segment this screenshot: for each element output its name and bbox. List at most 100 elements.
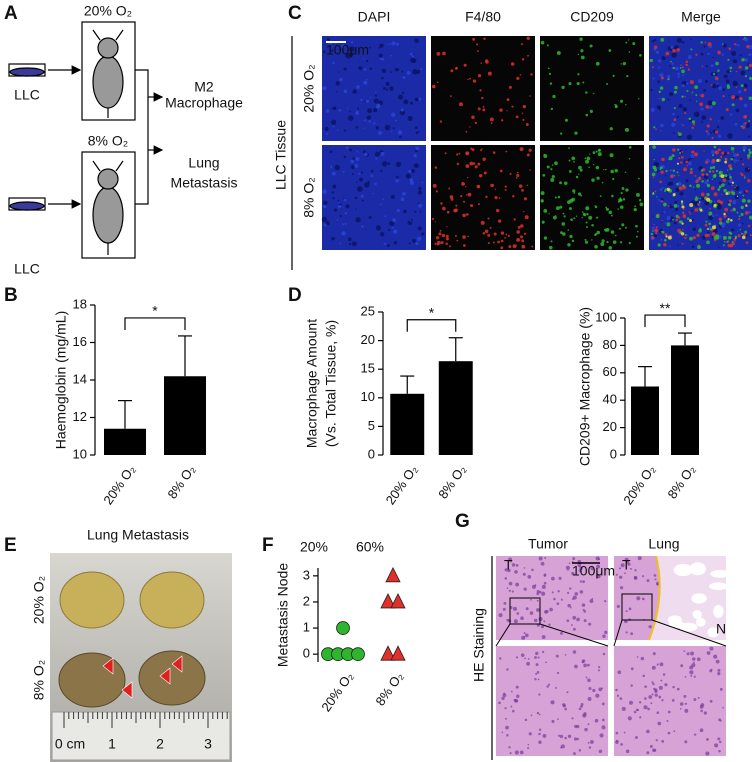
stain-dot <box>724 240 726 243</box>
stain-dot <box>567 243 571 247</box>
stain-dot <box>387 228 391 232</box>
stain-dot <box>725 79 730 84</box>
nucleus <box>598 687 603 692</box>
nucleus <box>499 657 502 660</box>
stain-dot <box>576 81 580 86</box>
stain-dot <box>597 149 601 152</box>
nucleus <box>553 597 556 601</box>
stain-dot <box>513 218 516 221</box>
nucleus <box>572 615 577 620</box>
stain-dot <box>661 200 664 203</box>
stain-dot <box>341 44 345 49</box>
stain-dot <box>698 228 702 233</box>
stain-dot <box>653 158 655 161</box>
stain-dot <box>718 172 721 175</box>
stain-dot <box>439 229 442 232</box>
nucleus <box>719 687 723 691</box>
stain-dot <box>737 234 741 238</box>
nucleus <box>511 709 515 713</box>
stain-dot <box>517 225 521 229</box>
stain-dot <box>440 202 443 205</box>
stain-dot <box>456 153 459 156</box>
stain-dot <box>605 206 608 209</box>
stain-dot <box>357 107 360 110</box>
nucleus <box>513 619 518 624</box>
stain-dot <box>366 115 372 120</box>
nodule-marker <box>171 655 183 673</box>
stain-dot <box>708 179 711 181</box>
stain-dot <box>324 126 329 131</box>
annotation: 20% <box>300 539 328 555</box>
stain-dot <box>454 208 458 212</box>
nucleus <box>634 569 637 572</box>
y-tick-label: 0 <box>610 446 617 461</box>
stain-dot <box>605 168 607 171</box>
stain-dot <box>490 183 494 188</box>
stain-dot <box>734 245 736 247</box>
stain-dot <box>420 68 423 71</box>
nucleus <box>516 694 520 698</box>
stain-dot <box>418 131 420 133</box>
stain-dot <box>678 103 683 109</box>
nucleus <box>625 610 628 613</box>
stain-dot <box>474 121 477 125</box>
nucleus <box>582 580 585 584</box>
column-label: Lung <box>648 536 679 552</box>
stain-dot <box>352 157 355 160</box>
stain-dot <box>580 55 585 60</box>
nucleus <box>651 681 654 684</box>
nucleus <box>585 676 588 679</box>
stain-dot <box>660 130 662 132</box>
stain-dot <box>727 169 729 171</box>
stain-dot <box>731 50 737 56</box>
stain-dot <box>635 224 638 228</box>
stain-dot <box>551 164 554 166</box>
nucleus <box>656 663 659 666</box>
micrograph <box>649 36 752 141</box>
stain-dot <box>689 236 693 241</box>
stain-dot <box>431 217 435 221</box>
stain-dot <box>720 194 723 196</box>
bar <box>390 393 425 455</box>
stain-dot <box>628 157 631 160</box>
stain-dot <box>707 100 713 106</box>
nucleus <box>624 572 626 575</box>
stain-dot <box>409 52 413 56</box>
stain-dot <box>605 207 609 211</box>
stain-dot <box>352 89 357 94</box>
stain-dot <box>363 68 367 71</box>
stain-dot <box>660 170 664 174</box>
stain-dot <box>384 215 387 218</box>
nucleus <box>627 562 631 566</box>
nucleus <box>527 574 532 579</box>
stain-dot <box>651 236 655 240</box>
stain-dot <box>674 85 678 90</box>
stain-dot <box>714 239 717 242</box>
stain-dot <box>678 157 681 160</box>
nucleus <box>684 708 689 713</box>
stain-dot <box>652 145 656 149</box>
stain-dot <box>349 46 355 52</box>
x-tick-label: 20% O₂ <box>383 462 421 507</box>
stain-dot <box>659 166 663 170</box>
stain-dot <box>379 203 382 206</box>
stain-dot <box>721 225 725 228</box>
stain-dot <box>678 132 682 137</box>
stain-dot <box>409 178 414 183</box>
stain-dot <box>741 198 746 203</box>
nucleus <box>616 694 620 697</box>
stain-dot <box>375 91 377 93</box>
stain-dot <box>369 46 372 49</box>
nucleus <box>651 693 654 696</box>
nucleus <box>693 698 697 702</box>
stain-dot <box>569 198 574 203</box>
stain-dot <box>603 169 605 171</box>
stain-dot <box>694 208 699 212</box>
stain-dot <box>712 56 714 59</box>
stain-dot <box>335 81 340 86</box>
nucleus <box>572 650 577 654</box>
stain-dot <box>481 148 483 150</box>
ruler-label: 3 <box>204 736 212 752</box>
stain-dot <box>592 151 596 155</box>
stain-dot <box>456 239 459 242</box>
